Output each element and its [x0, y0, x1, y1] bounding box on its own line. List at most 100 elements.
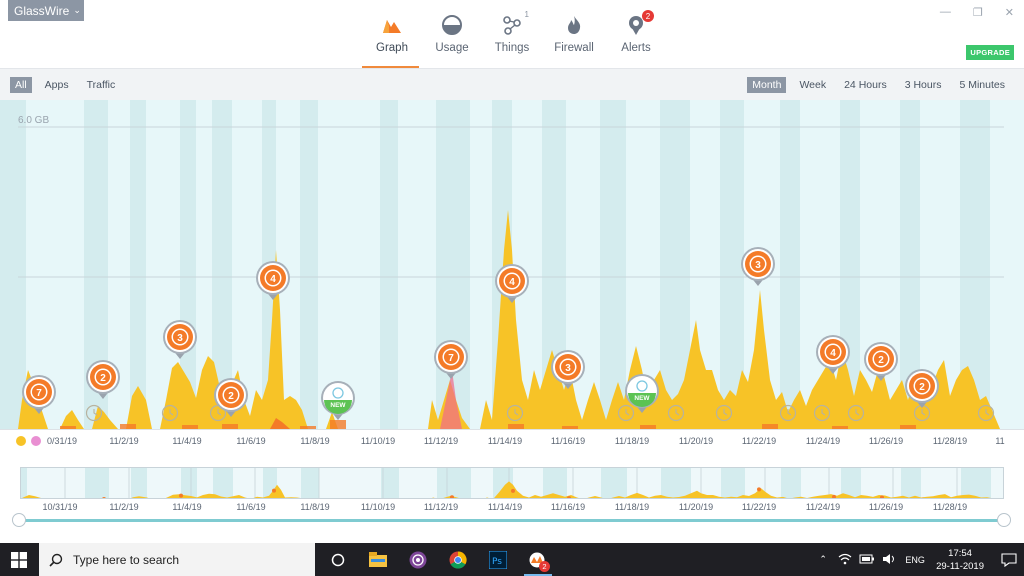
overview-band — [543, 468, 567, 498]
night-band — [780, 100, 800, 429]
tab-usage[interactable]: Usage — [422, 14, 482, 68]
windows-logo-icon — [11, 551, 27, 568]
volume-icon[interactable] — [880, 553, 898, 567]
clock-icon[interactable] — [506, 404, 524, 422]
overview-band — [841, 468, 861, 498]
range-month[interactable]: Month — [747, 77, 787, 93]
tab-graph[interactable]: Graph — [362, 14, 422, 68]
file-explorer-icon[interactable] — [358, 543, 398, 576]
minimize-icon[interactable]: — — [939, 6, 951, 18]
alert-pin[interactable]: 2 — [905, 369, 939, 408]
clock-icon[interactable] — [847, 404, 865, 422]
date-tick: 11/22/19 — [741, 436, 777, 446]
taskbar-search-box[interactable]: Type here to search — [39, 543, 315, 576]
clock-icon[interactable] — [715, 404, 733, 422]
clock-icon[interactable] — [85, 404, 103, 422]
range-3-hours[interactable]: 3 Hours — [904, 79, 942, 91]
overview-canvas — [21, 468, 991, 498]
alerts-icon: 2 — [625, 10, 654, 36]
window-controls: — ❐ ✕ — [940, 6, 1014, 19]
range-5-minutes[interactable]: 5 Minutes — [959, 79, 1005, 91]
alert-pin[interactable]: 7 — [22, 375, 56, 414]
clock-icon[interactable] — [667, 404, 685, 422]
upgrade-button[interactable]: UPGRADE — [966, 45, 1014, 60]
range-week[interactable]: Week — [799, 79, 827, 91]
upload-bar — [640, 425, 656, 429]
traffic-graph[interactable]: 7 2 3 2 4 NEW 7 4 3 NEW 3 4 2 2 6.0 GB — [0, 100, 1024, 429]
chrome-icon[interactable] — [438, 543, 478, 576]
upload-bar — [120, 424, 136, 429]
tab-firewall[interactable]: Firewall — [542, 14, 606, 68]
alert-pin[interactable]: 4 — [495, 264, 529, 303]
alert-pin[interactable]: 3 — [551, 350, 585, 389]
overview-band — [781, 468, 801, 498]
filter-all[interactable]: All — [10, 77, 32, 93]
clock-icon[interactable] — [779, 404, 797, 422]
photoshop-icon[interactable]: Ps — [478, 543, 518, 576]
clock-icon[interactable] — [617, 404, 635, 422]
tab-alerts-label: Alerts — [621, 42, 651, 54]
clock-icon[interactable] — [813, 404, 831, 422]
main-nav: Graph Usage 1 Things Firewall — [362, 10, 666, 68]
new-app-pin[interactable]: NEW — [625, 374, 659, 413]
date-tick: 11/4/19 — [172, 436, 202, 446]
alert-pin[interactable]: 2 — [214, 378, 248, 417]
graph-icon — [381, 14, 403, 36]
night-band — [720, 100, 744, 429]
wifi-icon[interactable] — [836, 553, 854, 567]
overview-band — [301, 468, 319, 498]
timeline-slider-track[interactable] — [20, 519, 1004, 522]
timeline-slider-end-handle[interactable] — [997, 513, 1011, 527]
overview-date-tick: 11/26/19 — [868, 502, 904, 512]
chevron-up-icon[interactable]: ⌃ — [819, 554, 827, 564]
alerts-badge: 2 — [642, 10, 654, 22]
top-bar: GlassWire ⌄ Graph Usage 1 T — [0, 0, 1024, 68]
svg-text:4: 4 — [509, 277, 515, 288]
new-app-pin[interactable]: NEW — [321, 381, 355, 420]
clock-icon[interactable] — [977, 404, 995, 422]
restore-icon[interactable]: ❐ — [972, 7, 983, 19]
app-menu-label: GlassWire — [14, 3, 70, 18]
date-axis: 0/31/19 11/2/19 11/4/19 11/6/19 11/8/19 11/10… — [0, 429, 1024, 451]
overview-graph[interactable] — [20, 467, 1004, 499]
alert-pin[interactable]: 2 — [864, 342, 898, 381]
battery-icon[interactable] — [858, 554, 876, 566]
date-tick: 11/2/19 — [109, 436, 139, 446]
timeline-slider-start-handle[interactable] — [12, 513, 26, 527]
upload-area — [270, 418, 290, 429]
svg-text:3: 3 — [755, 260, 761, 271]
clock-icon[interactable] — [161, 404, 179, 422]
alert-pin[interactable]: 3 — [163, 320, 197, 359]
app-menu-button[interactable]: GlassWire ⌄ — [8, 0, 84, 21]
overview-alert-dot — [832, 494, 836, 498]
alert-pin[interactable]: 4 — [816, 335, 850, 374]
download-legend-icon — [16, 436, 26, 446]
language-indicator[interactable]: ENG — [905, 554, 925, 565]
alert-pin[interactable]: 3 — [741, 247, 775, 286]
date-tick: 11/26/19 — [868, 436, 904, 446]
tab-alerts[interactable]: 2 Alerts — [606, 10, 666, 68]
task-view-icon[interactable] — [318, 543, 358, 576]
taskbar-clock[interactable]: 17:54 29-11-2019 — [936, 547, 984, 573]
glasswire-icon[interactable]: 2 — [518, 543, 558, 576]
alert-pin[interactable]: 7 — [434, 340, 468, 379]
filter-apps[interactable]: Apps — [44, 79, 69, 91]
notifications-icon[interactable] — [994, 543, 1024, 576]
alert-pin[interactable]: 4 — [256, 261, 290, 300]
overview-date-tick: 11/6/19 — [236, 502, 266, 512]
tab-things[interactable]: 1 Things — [482, 10, 542, 68]
overview-alert-dot — [880, 495, 884, 498]
start-button[interactable] — [0, 543, 38, 576]
date-tick: 11/24/19 — [805, 436, 841, 446]
range-24-hours[interactable]: 24 Hours — [844, 79, 887, 91]
filter-traffic[interactable]: Traffic — [86, 79, 116, 91]
svg-text:2: 2 — [100, 373, 106, 384]
overview-band — [721, 468, 745, 498]
alert-pin[interactable]: 2 — [86, 360, 120, 399]
overview-alert-dot — [179, 493, 183, 498]
date-tick: 11/12/19 — [423, 436, 459, 446]
close-icon[interactable]: ✕ — [1004, 7, 1014, 19]
tor-browser-icon[interactable] — [398, 543, 438, 576]
upload-bar — [222, 424, 238, 429]
date-tick: 11/18/19 — [614, 436, 650, 446]
